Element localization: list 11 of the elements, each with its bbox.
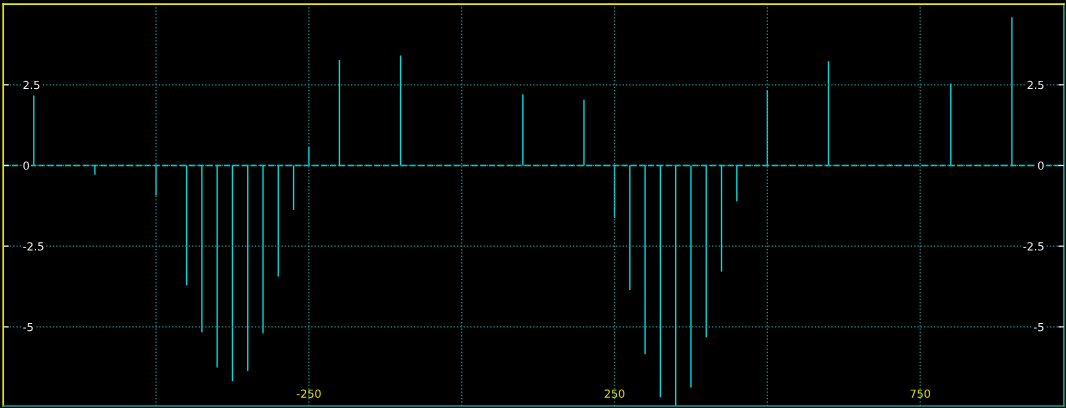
y-tick-label: -2.5: [23, 242, 44, 251]
y-tick-label: 2.5: [23, 80, 40, 90]
y-tick-label: -5: [23, 323, 33, 332]
y2-tick-label: 0: [1038, 161, 1044, 170]
y2-tick-label: 2.5: [1027, 80, 1044, 90]
x-tick-label: -250: [296, 389, 321, 398]
x-tick-label: 750: [910, 389, 931, 398]
y2-tick-label: -5: [1033, 323, 1044, 332]
y2-tick-label: -2.5: [1023, 242, 1044, 251]
y-tick-label: 0: [23, 161, 29, 170]
x-tick-label: 250: [604, 389, 625, 398]
